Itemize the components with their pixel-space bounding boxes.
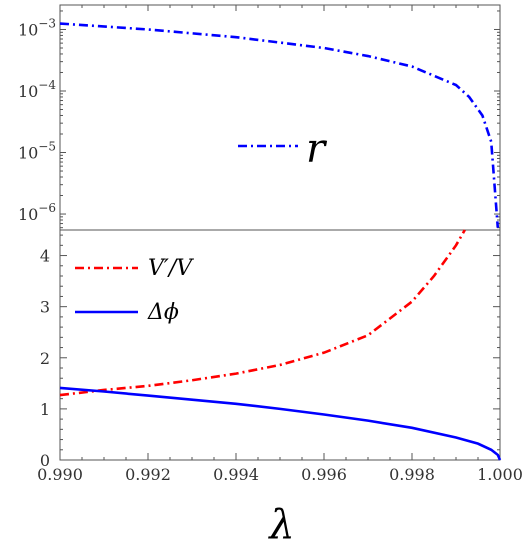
x-axis-label: λ	[267, 502, 294, 548]
y-tick-label: 0	[40, 451, 50, 470]
series-line-v-prime-over-v	[59, 229, 466, 397]
y-tick-label: 4	[40, 247, 50, 266]
y-tick-label: 3	[40, 298, 50, 317]
bottom-panel: 0 1 2 3 4 0.990 0.992 0.994 0.996 0.998 1.000 V′/V…	[37, 229, 523, 484]
x-tick-label: 1.000	[477, 465, 523, 484]
x-tick-label: 0.996	[301, 465, 347, 484]
legend-label-r: r	[306, 126, 328, 172]
legend-label-v-prime-over-v: V′/V	[148, 256, 194, 281]
legend-label-delta-phi: Δϕ	[147, 300, 179, 325]
x-tick-label: 0.992	[125, 465, 171, 484]
y-tick-exponent: −6	[38, 201, 56, 215]
series-line-delta-phi	[59, 386, 502, 461]
y-tick-exponent: −3	[38, 16, 56, 30]
x-tick-label: 0.994	[213, 465, 259, 484]
y-tick-label: 1	[40, 400, 50, 419]
series-line-r	[59, 22, 500, 228]
y-tick-exponent: −4	[38, 78, 56, 92]
top-panel-series	[59, 22, 500, 228]
x-tick-label: 0.990	[37, 465, 83, 484]
bottom-panel-series	[59, 229, 502, 461]
y-tick-label: 2	[40, 349, 50, 368]
x-tick-label: 0.998	[389, 465, 435, 484]
bottom-panel-ticks: 0 1 2 3 4 0.990 0.992 0.994 0.996 0.998 1.000	[37, 234, 523, 484]
top-panel: 10−310−410−510−6 r	[18, 4, 501, 231]
top-panel-legend: r	[238, 126, 328, 172]
bottom-panel-legend: V′/V Δϕ	[75, 256, 194, 325]
y-tick-exponent: −5	[38, 140, 56, 154]
